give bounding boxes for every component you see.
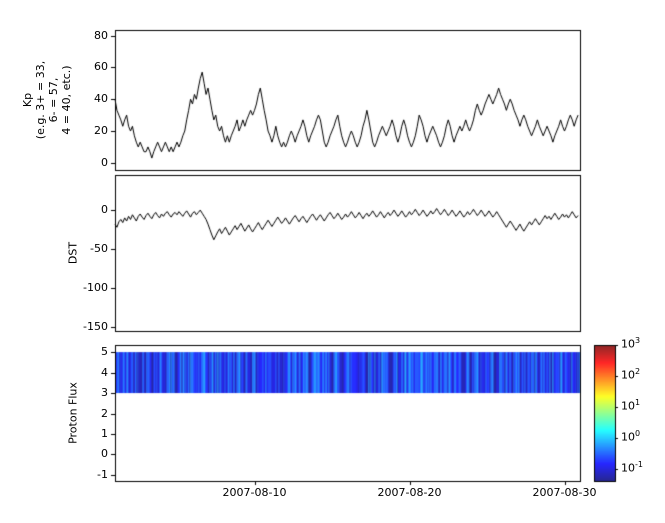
dst-index-ytick-label: -100	[83, 281, 108, 295]
colorbar-tick-label: 102	[621, 366, 641, 382]
kp-index-ytick-label: 60	[94, 60, 108, 74]
proton-flux-spectrogram-ytick-label: 4	[101, 365, 108, 379]
proton-flux-spectrogram-ytick-label: 0	[101, 447, 108, 461]
x-axis-tick-label: 2007-08-10	[222, 486, 287, 499]
proton-flux-spectrogram-ytick-label: 1	[101, 426, 108, 440]
dst-index-ytick-label: -50	[90, 242, 108, 256]
colorbar-tick-label: 100	[621, 428, 641, 444]
x-axis-tick-label: 2007-08-30	[532, 486, 597, 499]
kp-index-ytick-label: 0	[101, 155, 108, 169]
kp-index-ytick-label: 20	[94, 124, 108, 138]
x-axis-tick-label: 2007-08-20	[377, 486, 442, 499]
proton-flux-spectrogram-ytick-label: 3	[101, 386, 108, 400]
proton-flux-spectrogram-ytick-label: 5	[101, 345, 108, 359]
dst-index-ytick-label: 0	[101, 203, 108, 217]
colorbar-tick-label: 101	[621, 397, 641, 413]
dst-index-ytick-label: -150	[83, 320, 108, 334]
proton-flux-spectrogram-ytick-label: 2	[101, 406, 108, 420]
proton-flux-spectrogram-ytick-label: -1	[97, 467, 108, 481]
kp-index-ytick-label: 40	[94, 92, 108, 106]
colorbar-tick-label: 103	[621, 336, 641, 351]
kp-index-ytick-label: 80	[94, 28, 108, 42]
colorbar-tick-label: 10-1	[621, 459, 643, 475]
